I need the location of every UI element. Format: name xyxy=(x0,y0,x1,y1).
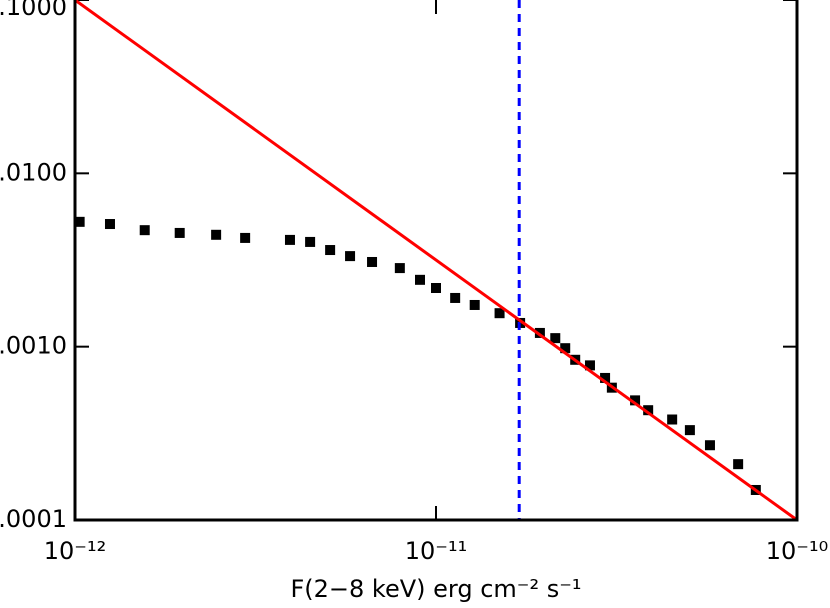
data-point xyxy=(415,274,426,285)
data-point xyxy=(345,251,356,262)
data-point xyxy=(284,234,295,245)
data-point xyxy=(584,360,595,371)
data-point xyxy=(469,299,480,310)
data-point xyxy=(494,308,505,319)
data-point xyxy=(305,236,316,247)
data-point xyxy=(534,327,545,338)
data-point xyxy=(704,440,715,451)
y-tick-label: 0.0010 xyxy=(0,332,67,360)
y-tick-label: 0.0001 xyxy=(0,505,67,533)
fit-line xyxy=(74,0,798,522)
data-point xyxy=(174,227,185,238)
data-point xyxy=(74,216,85,227)
data-point xyxy=(211,229,222,240)
data-point xyxy=(394,263,405,274)
data-point xyxy=(431,283,441,294)
data-point xyxy=(240,232,251,243)
x-axis-label: F(2−8 keV) erg cm⁻² s⁻¹ xyxy=(290,575,581,603)
data-point xyxy=(550,333,561,344)
y-tick-label: 0.0100 xyxy=(0,158,67,186)
data-point xyxy=(104,219,115,230)
data-point xyxy=(560,343,571,354)
x-tick-label: 10⁻¹² xyxy=(44,537,106,565)
x-tick-label: 10⁻¹¹ xyxy=(405,537,467,565)
data-point xyxy=(684,425,695,436)
y-tick-label: 0.1000 xyxy=(0,0,67,21)
x-tick-label: 10⁻¹⁰ xyxy=(766,537,828,565)
plot-frame xyxy=(73,0,799,522)
data-point xyxy=(325,245,336,256)
data-point xyxy=(630,395,641,406)
data-point xyxy=(600,372,611,383)
data-point xyxy=(450,292,461,303)
data-point xyxy=(643,405,654,416)
data-point xyxy=(733,459,744,470)
data-point xyxy=(367,256,378,267)
data-point xyxy=(139,225,150,236)
data-point xyxy=(667,414,678,425)
